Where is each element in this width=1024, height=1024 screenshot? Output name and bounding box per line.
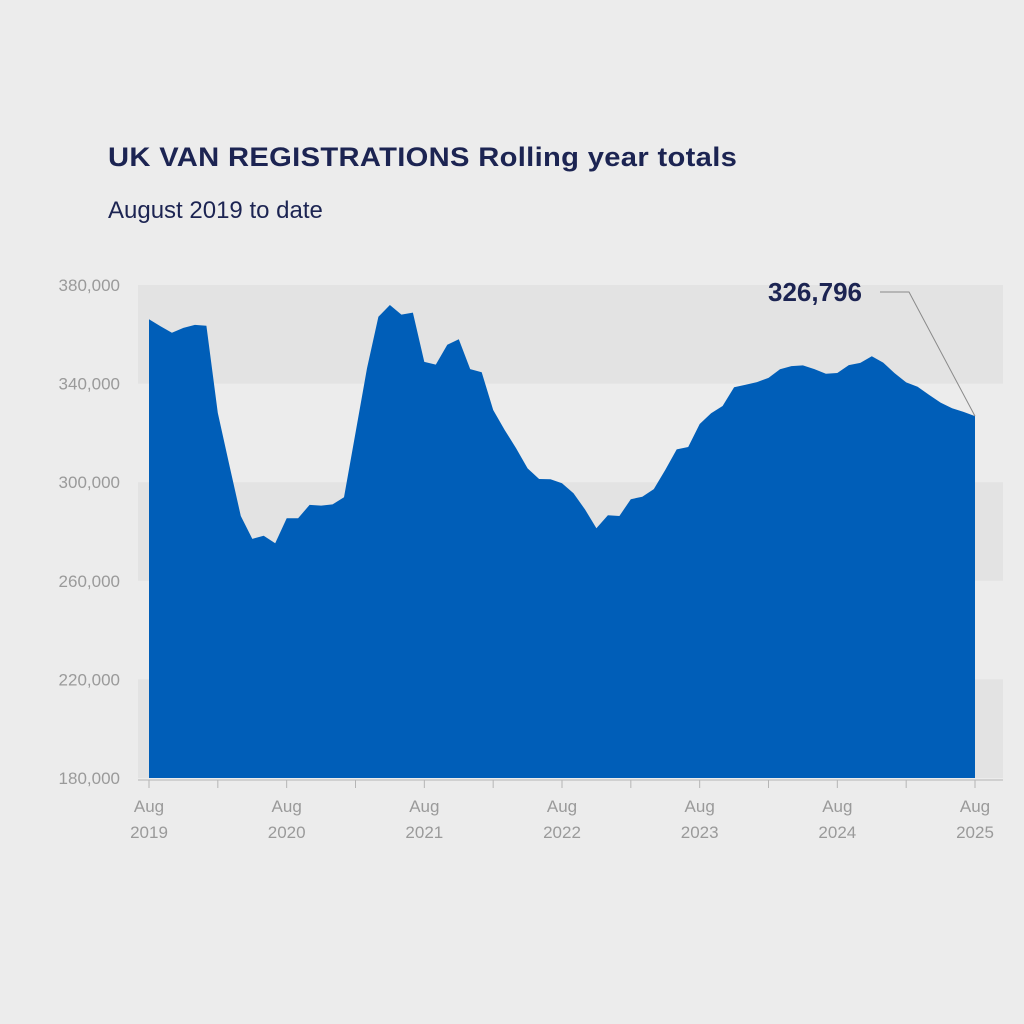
x-tick-label-month: Aug bbox=[272, 797, 302, 816]
x-tick-label-year: 2019 bbox=[130, 823, 168, 842]
x-tick-label-month: Aug bbox=[822, 797, 852, 816]
x-tick-label-month: Aug bbox=[409, 797, 439, 816]
x-tick-label-month: Aug bbox=[685, 797, 715, 816]
x-tick-label-year: 2025 bbox=[956, 823, 994, 842]
y-tick-label: 260,000 bbox=[59, 572, 120, 591]
x-tick-label-month: Aug bbox=[960, 797, 990, 816]
x-tick-label-month: Aug bbox=[547, 797, 577, 816]
x-tick-label-year: 2022 bbox=[543, 823, 581, 842]
x-tick-label-year: 2020 bbox=[268, 823, 306, 842]
chart-subtitle: August 2019 to date bbox=[108, 197, 323, 224]
area-series bbox=[149, 305, 975, 778]
x-tick-label-year: 2024 bbox=[818, 823, 856, 842]
y-tick-label: 300,000 bbox=[59, 473, 120, 492]
annotation-leader-line bbox=[880, 291, 976, 417]
y-tick-label: 340,000 bbox=[59, 375, 120, 394]
y-tick-label: 380,000 bbox=[59, 276, 120, 295]
annotation-label: 326,796 bbox=[768, 277, 862, 307]
y-tick-label: 220,000 bbox=[59, 670, 120, 689]
x-tick-label-month: Aug bbox=[134, 797, 164, 816]
x-tick-label-year: 2021 bbox=[405, 823, 443, 842]
y-tick-label: 180,000 bbox=[59, 769, 120, 788]
x-tick-label-year: 2023 bbox=[681, 823, 719, 842]
chart-title: UK VAN REGISTRATIONS Rolling year totals bbox=[108, 142, 738, 172]
